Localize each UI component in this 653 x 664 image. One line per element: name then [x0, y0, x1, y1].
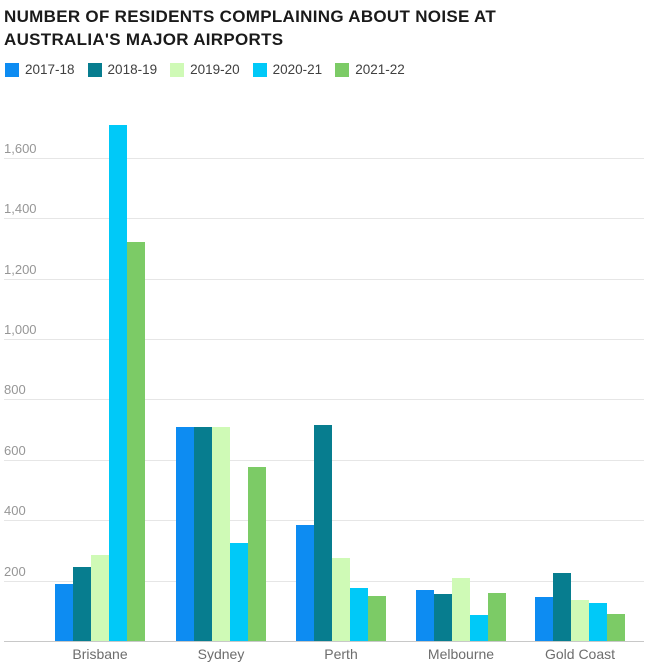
y-axis-tick-label: 1,600: [4, 140, 37, 156]
chart-title: NUMBER OF RESIDENTS COMPLAINING ABOUT NO…: [4, 5, 649, 51]
bar-brisbane-2018-19: [73, 567, 91, 641]
gridline-1400: [4, 218, 644, 220]
bar-gold-coast-2017-18: [535, 597, 553, 641]
bar-group-melbourne: [416, 578, 506, 641]
legend-item-2019-20: 2019-20: [170, 62, 240, 77]
bar-gold-coast-2021-22: [607, 614, 625, 641]
gridline-800: [4, 399, 644, 401]
bar-melbourne-2017-18: [416, 590, 434, 641]
legend-label: 2019-20: [190, 62, 240, 77]
x-axis-category-label: Brisbane: [72, 646, 128, 662]
bar-sydney-2021-22: [248, 467, 266, 641]
bar-group-gold-coast: [535, 573, 625, 641]
chart-title-line-2: AUSTRALIA'S MAJOR AIRPORTS: [4, 30, 284, 49]
y-axis-tick-label: 200: [4, 563, 26, 579]
y-axis-tick-label: 600: [4, 442, 26, 458]
legend-label: 2021-22: [355, 62, 405, 77]
x-axis-category-label: Gold Coast: [544, 646, 616, 662]
legend-item-2020-21: 2020-21: [252, 62, 323, 77]
legend-label: 2017-18: [25, 62, 75, 77]
gridline-1000: [4, 339, 644, 340]
legend-item-2017-18: 2017-18: [5, 62, 75, 77]
bar-perth-2020-21: [350, 588, 368, 641]
bar-perth-2018-19: [314, 425, 332, 641]
plot-area: 200 400 600 800 1,000 1,200 1,400 1,600: [0, 110, 653, 642]
legend-swatch-icon: [252, 62, 267, 77]
bar-perth-2017-18: [296, 525, 314, 641]
bar-sydney-2017-18: [176, 427, 194, 641]
legend-swatch-icon: [87, 62, 102, 77]
legend-item-2021-22: 2021-22: [335, 62, 405, 77]
bar-melbourne-2019-20: [452, 578, 470, 641]
x-axis-category-label: Melbourne: [427, 646, 495, 662]
bar-perth-2019-20: [332, 558, 350, 641]
gridline-1200: [4, 278, 644, 280]
legend-label: 2020-21: [272, 62, 323, 77]
bar-sydney-2020-21: [230, 543, 248, 641]
chart-title-line-1: NUMBER OF RESIDENTS COMPLAINING ABOUT NO…: [4, 7, 497, 26]
legend-swatch-icon: [170, 62, 185, 77]
y-axis-tick-label: 1,400: [4, 201, 37, 217]
bar-group-brisbane: [55, 125, 145, 641]
gridline-1600: [4, 157, 644, 159]
legend-swatch-icon: [5, 62, 19, 77]
bar-brisbane-2021-22: [127, 242, 145, 641]
bar-gold-coast-2018-19: [553, 573, 571, 641]
bar-sydney-2018-19: [194, 427, 212, 641]
bar-gold-coast-2019-20: [571, 600, 589, 641]
legend-label: 2018-19: [107, 62, 158, 77]
bar-perth-2021-22: [368, 596, 386, 641]
x-axis-line: [4, 641, 644, 642]
bar-gold-coast-2020-21: [589, 603, 607, 641]
bar-brisbane-2017-18: [55, 584, 73, 641]
bar-group-sydney: [176, 427, 266, 641]
x-axis-category-label: Sydney: [197, 646, 245, 662]
chart-legend: 2017-18 2018-19 2019-20 2020-21 2021-22: [5, 62, 405, 77]
bar-brisbane-2019-20: [91, 555, 109, 641]
y-axis-tick-label: 400: [4, 503, 26, 519]
bar-sydney-2019-20: [212, 427, 230, 641]
bar-melbourne-2020-21: [470, 615, 488, 641]
legend-item-2018-19: 2018-19: [87, 62, 158, 77]
y-axis-tick-label: 1,200: [4, 261, 37, 277]
bar-group-perth: [296, 425, 386, 641]
y-axis-tick-label: 1,000: [4, 322, 37, 337]
bar-melbourne-2021-22: [488, 593, 506, 641]
bar-melbourne-2018-19: [434, 594, 452, 641]
x-axis-category-label: Perth: [324, 646, 358, 662]
y-axis-tick-label: 800: [4, 382, 26, 398]
legend-swatch-icon: [335, 62, 350, 77]
bar-brisbane-2020-21: [109, 125, 127, 641]
